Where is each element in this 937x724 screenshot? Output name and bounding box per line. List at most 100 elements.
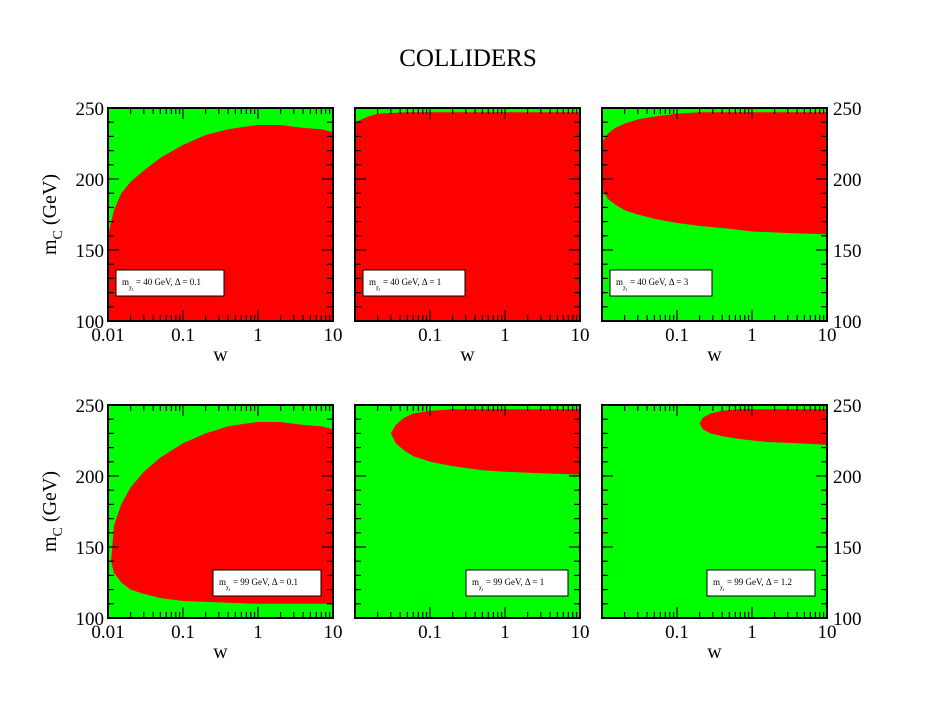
panel-frame: [354, 404, 581, 619]
x-tick-label: 10: [324, 325, 343, 346]
x-axis-label: w: [213, 641, 228, 663]
x-tick-label: 10: [818, 622, 837, 643]
x-tick-label: 1: [253, 325, 263, 346]
y-axis-label-sub: C: [51, 230, 66, 239]
legend-value: = 99 GeV, Δ = 1.2: [725, 577, 792, 587]
legend-chi: χ: [129, 285, 132, 291]
y-axis-label-m: m: [39, 536, 61, 552]
legend-frame: [465, 569, 569, 597]
x-axis-label: w: [213, 344, 228, 366]
y-tick-label: 250: [833, 396, 862, 417]
legend-box: mχ1 = 40 GeV, Δ = 0.1: [115, 269, 225, 297]
x-tick-label: 10: [324, 622, 343, 643]
y-tick-label: 250: [76, 396, 105, 417]
x-tick-label: 0.1: [665, 325, 689, 346]
y-axis-label: mC (GeV): [39, 471, 66, 552]
legend-text: mχ1 = 99 GeV, Δ = 1: [472, 577, 544, 592]
legend-chi-index: 1: [132, 287, 134, 292]
y-tick-label: 150: [76, 538, 105, 559]
excluded-region: [390, 409, 580, 475]
y-axis-label: mC (GeV): [39, 174, 66, 255]
legend-chi: χ: [376, 285, 379, 291]
legend-m: m: [369, 277, 376, 287]
x-tick-label: 0.1: [665, 622, 689, 643]
x-axis-label: w: [707, 641, 722, 663]
legend-value: = 40 GeV, Δ = 1: [381, 277, 442, 287]
legend-box: mχ1 = 40 GeV, Δ = 3: [609, 269, 713, 297]
x-tick-label: 0.1: [171, 622, 195, 643]
legend-chi-index: 1: [626, 287, 628, 292]
legend-chi: χ: [479, 585, 482, 591]
excluded-region: [355, 112, 580, 321]
legend-value: = 99 GeV, Δ = 1: [484, 577, 545, 587]
y-tick-label: 100: [833, 609, 862, 630]
y-axis-label-sub: C: [51, 527, 66, 536]
legend-value: = 40 GeV, Δ = 0.1: [134, 277, 201, 287]
legend-chi-index: 1: [379, 287, 381, 292]
excluded-region: [699, 409, 827, 445]
legend-frame: [706, 569, 816, 597]
panel-frame: [107, 404, 334, 619]
y-tick-label: 100: [76, 609, 105, 630]
legend-text: mχ1 = 99 GeV, Δ = 0.1: [219, 577, 298, 592]
legend-box: mχ1 = 99 GeV, Δ = 1.2: [706, 569, 816, 597]
x-axis-label: w: [460, 344, 475, 366]
x-tick-label: 0.1: [418, 622, 442, 643]
legend-value: = 99 GeV, Δ = 0.1: [231, 577, 298, 587]
legend-chi-index: 1: [229, 587, 231, 592]
x-tick-label: 0.1: [418, 325, 442, 346]
y-tick-label: 100: [833, 312, 862, 333]
x-tick-label: 10: [818, 325, 837, 346]
x-tick-label: 10: [571, 622, 590, 643]
x-tick-label: 1: [500, 325, 510, 346]
excluded-region: [111, 422, 333, 604]
x-tick-label: 1: [500, 622, 510, 643]
legend-text: mχ1 = 40 GeV, Δ = 0.1: [122, 277, 201, 292]
legend-frame: [212, 569, 322, 597]
legend-chi: χ: [623, 285, 626, 291]
x-tick-label: 10: [571, 325, 590, 346]
panel-frame: [601, 107, 828, 322]
panel-frame: [601, 404, 828, 619]
x-tick-label: 0.1: [171, 325, 195, 346]
panel-frame: [107, 107, 334, 322]
legend-chi-index: 1: [482, 587, 484, 592]
x-tick-label: 0.01: [91, 325, 124, 346]
legend-value: = 40 GeV, Δ = 3: [628, 277, 689, 287]
panel-r2-c2: 0.1 1 10 mχ1 = 99 GeV, Δ = 1: [354, 404, 590, 643]
y-tick-label: 200: [833, 170, 862, 191]
legend-frame: [609, 269, 713, 297]
y-tick-label: 250: [76, 99, 105, 120]
y-tick-label: 200: [76, 467, 105, 488]
legend-text: mχ1 = 40 GeV, Δ = 3: [616, 277, 689, 292]
x-tick-label: 1: [253, 622, 263, 643]
legend-box: mχ1 = 40 GeV, Δ = 1: [362, 269, 466, 297]
y-tick-label: 100: [76, 312, 105, 333]
x-tick-label: 1: [747, 325, 757, 346]
x-tick-label: 0.01: [91, 622, 124, 643]
y-tick-label: 200: [76, 170, 105, 191]
legend-chi: χ: [720, 585, 723, 591]
y-axis-label-m: m: [39, 239, 61, 255]
panel-frame: [354, 107, 581, 322]
y-tick-label: 150: [76, 241, 105, 262]
legend-frame: [362, 269, 466, 297]
x-tick-label: 1: [747, 622, 757, 643]
legend-m: m: [616, 277, 623, 287]
y-axis-label-unit: (GeV): [39, 471, 61, 527]
legend-frame: [115, 269, 225, 297]
legend-chi: χ: [226, 585, 229, 591]
legend-text: mχ1 = 40 GeV, Δ = 1: [369, 277, 441, 292]
y-tick-label: 150: [833, 538, 862, 559]
legend-m: m: [219, 577, 226, 587]
y-axis-label-unit: (GeV): [39, 174, 61, 230]
x-axis-label: w: [707, 344, 722, 366]
y-tick-label: 250: [833, 99, 862, 120]
